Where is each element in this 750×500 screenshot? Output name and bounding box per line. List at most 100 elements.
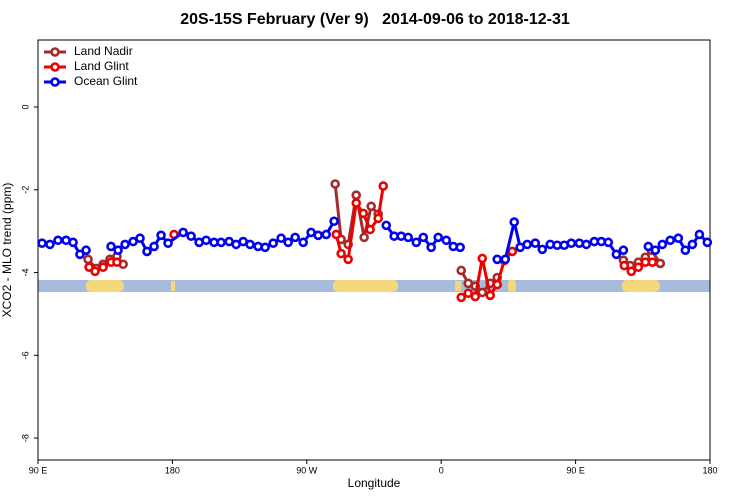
- data-point: [186, 231, 196, 241]
- data-point: [433, 232, 444, 243]
- data-point: [68, 237, 78, 248]
- data-point: [81, 245, 91, 256]
- data-point: [403, 232, 413, 243]
- land-strip: [622, 280, 660, 292]
- data-point: [245, 239, 255, 250]
- data-point: [647, 257, 658, 268]
- data-point: [298, 237, 309, 248]
- data-point: [268, 238, 279, 248]
- data-point: [611, 249, 622, 260]
- data-point: [290, 232, 300, 243]
- land-strip: [455, 281, 461, 291]
- data-point: [321, 229, 332, 240]
- land-strip: [86, 280, 124, 292]
- data-point: [331, 229, 342, 240]
- land-strip: [333, 280, 398, 292]
- data-point: [485, 290, 495, 301]
- x-tick-label: 90 W: [296, 465, 318, 475]
- data-point: [418, 232, 429, 243]
- data-point: [477, 287, 488, 298]
- data-point: [537, 244, 548, 255]
- data-point: [655, 258, 666, 269]
- data-point: [441, 235, 452, 246]
- land-strip: [171, 281, 175, 291]
- data-point: [83, 254, 93, 265]
- y-tick-label: -6: [20, 351, 30, 359]
- data-point: [106, 241, 116, 252]
- data-point: [135, 233, 145, 244]
- data-point: [680, 245, 691, 256]
- data-point: [687, 239, 698, 250]
- data-point: [343, 254, 353, 265]
- data-point: [378, 181, 389, 191]
- data-point: [411, 237, 422, 248]
- data-point: [455, 242, 465, 253]
- data-point: [276, 233, 286, 244]
- data-point: [330, 179, 340, 189]
- x-axis-label: Longitude: [348, 476, 401, 490]
- surface-strip: [38, 280, 710, 292]
- data-point: [90, 266, 100, 277]
- data-point: [84, 262, 94, 272]
- data-point: [456, 265, 467, 276]
- plot-frame: [37, 39, 711, 461]
- data-point: [373, 213, 383, 224]
- data-point: [522, 239, 533, 250]
- y-axis-label: XCO2 - MLO trend (ppm): [0, 183, 14, 318]
- data-point: [120, 239, 130, 250]
- data-point: [142, 246, 152, 257]
- data-point: [201, 235, 211, 246]
- legend-marker: [50, 77, 60, 87]
- data-point: [650, 245, 661, 256]
- data-point: [359, 232, 369, 243]
- data-point: [509, 217, 520, 227]
- data-point: [37, 238, 47, 248]
- data-point: [329, 216, 339, 227]
- x-tick-label: 90 E: [29, 465, 48, 475]
- data-point: [619, 260, 630, 271]
- data-point: [470, 291, 481, 302]
- data-point: [75, 249, 85, 260]
- data-point: [366, 201, 376, 212]
- data-point: [149, 241, 159, 252]
- x-tick-label: 90 E: [566, 465, 585, 475]
- chart-title: 20S-15S February (Ver 9) 2014-09-06 to 2…: [180, 11, 570, 28]
- data-point: [381, 220, 392, 231]
- data-point: [702, 237, 713, 248]
- data-point: [657, 239, 668, 250]
- data-point: [98, 262, 108, 272]
- data-point: [163, 238, 173, 248]
- y-tick-label: 0: [20, 105, 30, 110]
- data-point: [313, 230, 323, 241]
- data-point: [156, 230, 166, 241]
- data-point: [178, 227, 188, 238]
- x-tick-label: 180: [165, 465, 180, 475]
- data-point: [507, 246, 518, 257]
- x-tick-label: 0: [439, 465, 444, 475]
- data-point: [492, 254, 503, 265]
- legend-marker: [50, 62, 60, 72]
- data-point: [260, 242, 270, 253]
- data-point: [358, 208, 369, 219]
- data-point: [581, 239, 592, 250]
- data-point: [426, 242, 436, 253]
- data-point: [283, 237, 293, 248]
- data-point: [618, 245, 629, 256]
- legend-label: Land Nadir: [74, 44, 133, 58]
- data-point: [216, 237, 226, 248]
- data-point: [673, 233, 684, 244]
- data-point: [112, 257, 122, 268]
- data-point: [492, 279, 503, 290]
- y-tick-label: -4: [20, 269, 30, 277]
- data-point: [351, 198, 362, 208]
- y-tick-label: -8: [20, 434, 30, 442]
- legend-label: Ocean Glint: [74, 74, 138, 88]
- data-point: [351, 190, 362, 200]
- data-point: [456, 292, 467, 303]
- data-point: [626, 266, 637, 277]
- data-point: [530, 238, 541, 248]
- x-tick-label: 180: [702, 465, 717, 475]
- data-point: [665, 235, 676, 246]
